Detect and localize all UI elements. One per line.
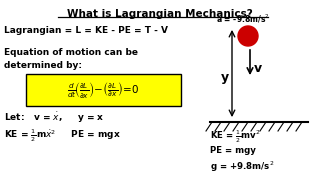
Text: KE = $\frac{1}{2}$mv$^2$: KE = $\frac{1}{2}$mv$^2$ — [210, 129, 261, 145]
Text: Let:   v = $\dot{x}$,     y = x: Let: v = $\dot{x}$, y = x — [4, 111, 105, 125]
Circle shape — [238, 26, 258, 46]
Text: $\frac{d}{dt}\!\left(\frac{\partial L}{\partial \dot{x}}\right)\!-\!\left(\frac{: $\frac{d}{dt}\!\left(\frac{\partial L}{\… — [67, 80, 139, 100]
Bar — [26, 74, 181, 106]
Text: v: v — [254, 62, 262, 75]
Text: a = -9.8m/s$^2$: a = -9.8m/s$^2$ — [216, 13, 270, 25]
Text: y: y — [221, 71, 229, 84]
Text: g = +9.8m/s$^2$: g = +9.8m/s$^2$ — [210, 160, 275, 174]
Text: determined by:: determined by: — [4, 61, 82, 70]
Text: What is Lagrangian Mechanics?: What is Lagrangian Mechanics? — [67, 9, 253, 19]
Text: KE = $\frac{1}{2}$m$\dot{x}^2$     PE = mgx: KE = $\frac{1}{2}$m$\dot{x}^2$ PE = mgx — [4, 127, 121, 144]
Text: PE = mgy: PE = mgy — [210, 146, 256, 155]
Text: Equation of motion can be: Equation of motion can be — [4, 48, 138, 57]
Text: Lagrangian = L = KE - PE = T - V: Lagrangian = L = KE - PE = T - V — [4, 26, 168, 35]
